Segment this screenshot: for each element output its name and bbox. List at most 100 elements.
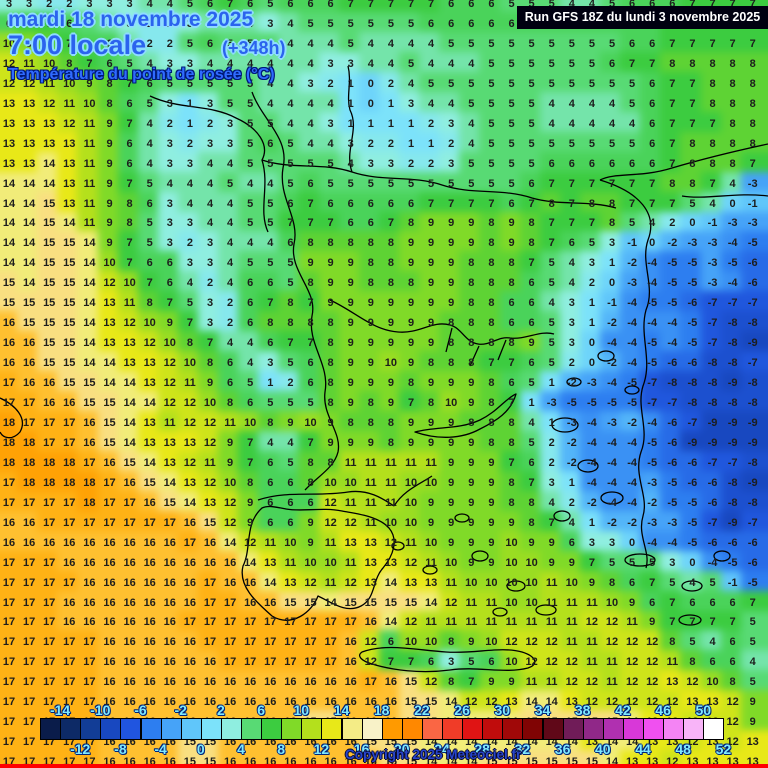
field-cell [479, 191, 504, 216]
field-cell [559, 31, 584, 56]
field-cell [600, 211, 625, 236]
field-cell [258, 351, 283, 375]
field-cell [600, 31, 625, 56]
field-cell [238, 211, 263, 236]
scale-label-bottom: 40 [595, 741, 611, 757]
field-cell [37, 12, 62, 36]
field-cell [258, 291, 283, 316]
field-cell [479, 51, 504, 76]
field-cell [479, 331, 504, 356]
field-cell [318, 351, 343, 375]
field-cell [398, 131, 423, 156]
field-cell [37, 251, 62, 276]
field-cell [157, 91, 182, 116]
field-cell [398, 12, 423, 36]
scale-cell [281, 718, 303, 740]
field-cell [97, 351, 122, 375]
scale-cell [421, 718, 443, 740]
field-cell [157, 251, 182, 276]
field-cell [740, 271, 765, 296]
grid-value: 4 [749, 656, 756, 669]
field-cell [398, 351, 423, 375]
scale-cell [180, 718, 202, 740]
field-cell [479, 12, 504, 36]
field-cell [660, 191, 685, 216]
field-cell [539, 251, 564, 276]
scale-cell [522, 718, 544, 740]
field-cell [197, 131, 222, 156]
scale-cell [582, 718, 604, 740]
field-cell [459, 191, 484, 216]
forecast-offset-label: (+348h) [222, 38, 286, 58]
field-cell [740, 331, 765, 356]
field-cell [720, 231, 745, 256]
field-cell [720, 251, 745, 276]
field-cell [318, 12, 343, 36]
field-cell [378, 191, 403, 216]
field-cell [0, 291, 21, 316]
field-cell [499, 111, 524, 136]
field-cell [177, 71, 202, 96]
field-cell [579, 51, 604, 76]
field-cell [157, 191, 182, 216]
field-cell [419, 211, 444, 236]
field-cell [740, 111, 765, 136]
field-cell [760, 251, 768, 276]
field-cell [579, 291, 604, 316]
scale-label-top: 38 [574, 702, 591, 718]
field-cell [539, 331, 564, 356]
field-cell [358, 51, 383, 76]
field-cell [358, 291, 383, 316]
field-cell [539, 51, 564, 76]
field-cell [97, 311, 122, 336]
field-cell [579, 111, 604, 136]
field-cell [117, 171, 142, 196]
scale-cell [160, 718, 182, 740]
field-cell [398, 331, 423, 356]
field-cell [459, 91, 484, 116]
field-cell [298, 351, 323, 375]
field-cell [700, 331, 725, 356]
field-cell [459, 311, 484, 336]
field-cell [600, 251, 625, 276]
field-cell [17, 51, 42, 76]
field-cell [197, 71, 222, 96]
field-cell [17, 291, 42, 316]
field-cell [177, 331, 202, 356]
field-cell [258, 231, 283, 256]
field-cell [137, 211, 162, 236]
field-cell [318, 171, 343, 196]
field-cell [258, 271, 283, 296]
field-cell [278, 0, 303, 16]
field-cell [238, 171, 263, 196]
field-cell [177, 0, 202, 16]
field-cell [177, 12, 202, 36]
field-cell [479, 31, 504, 56]
scale-cell [482, 718, 504, 740]
field-cell [17, 31, 42, 56]
field-cell [378, 12, 403, 36]
field-cell [640, 71, 665, 96]
field-cell [760, 311, 768, 336]
field-cell [680, 151, 705, 176]
field-cell [479, 111, 504, 136]
field-cell [258, 331, 283, 356]
field-cell [278, 51, 303, 76]
field-cell [539, 231, 564, 256]
field-cell [37, 111, 62, 136]
scale-cell [542, 718, 564, 740]
field-cell [680, 271, 705, 296]
field-cell [398, 0, 423, 16]
field-cell [278, 231, 303, 256]
field-cell [77, 271, 102, 296]
field-cell [0, 171, 21, 196]
local-time-heading: 7:00 locale [8, 30, 147, 60]
field-cell [740, 311, 765, 336]
field-cell [37, 31, 62, 56]
field-cell [700, 291, 725, 316]
field-cell [419, 51, 444, 76]
field-cell [539, 311, 564, 336]
field-cell [700, 211, 725, 236]
field-cell [238, 331, 263, 356]
field-cell [640, 31, 665, 56]
